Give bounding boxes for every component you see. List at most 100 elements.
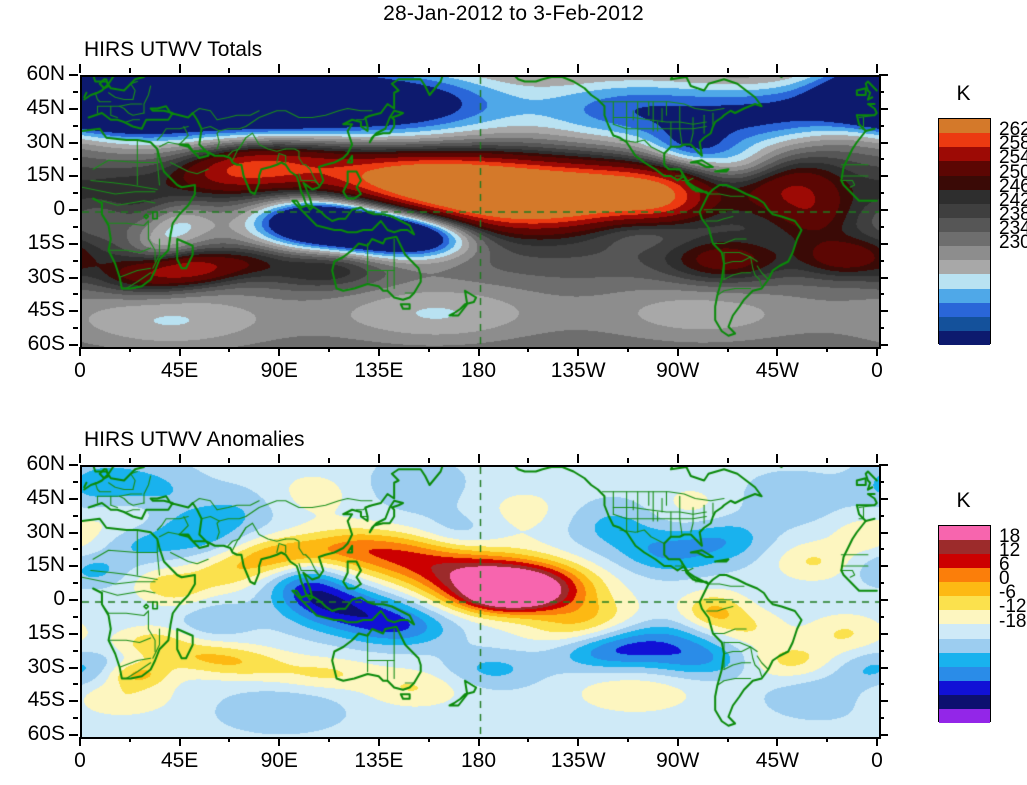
colorbar-band <box>939 133 990 148</box>
y-tick-major <box>69 632 78 635</box>
y-tick-major-right <box>879 74 888 76</box>
y-axis-tick-label: 45S <box>27 298 65 322</box>
y-tick-major <box>69 209 78 211</box>
x-tick-minor-top <box>826 68 829 73</box>
y-tick-major <box>69 74 78 76</box>
x-tick-major <box>278 347 281 356</box>
x-tick-minor-top <box>228 458 231 463</box>
y-tick-major <box>69 310 78 313</box>
x-tick-major <box>477 737 480 746</box>
y-tick-major <box>69 531 78 534</box>
x-axis-tick-label: 135W <box>550 749 606 772</box>
x-axis-tick-label: 135E <box>354 749 404 772</box>
x-tick-minor <box>626 347 629 352</box>
y-tick-major <box>69 464 78 466</box>
y-tick-minor <box>73 683 78 686</box>
y-tick-minor <box>73 615 78 618</box>
x-axis-tick-label: 135W <box>550 359 606 382</box>
x-axis-tick-label: 90W <box>656 359 700 382</box>
y-tick-major <box>69 599 78 601</box>
colorbar-band <box>939 189 990 204</box>
x-axis-tick-label: 90W <box>656 749 700 772</box>
colorbar-band <box>939 526 990 541</box>
y-axis-tick-label: 30N <box>26 519 65 543</box>
y-axis-tick-label: 30S <box>27 264 65 288</box>
colorbar-band <box>939 161 990 176</box>
y-axis-tick-label: 0 <box>53 197 65 220</box>
colorbar-band <box>939 554 990 569</box>
x-axis-tick-label: 135E <box>354 359 404 382</box>
colorbar-tick-label: 262 <box>999 119 1027 141</box>
x-tick-minor <box>128 737 131 742</box>
y-tick-major-right <box>879 464 888 466</box>
y-tick-major-right <box>879 209 888 211</box>
y-tick-minor <box>73 90 78 93</box>
x-axis-tick-label: 0 <box>871 749 883 772</box>
x-tick-major-top <box>676 64 679 73</box>
x-tick-major <box>178 737 181 746</box>
x-tick-minor-top <box>128 458 131 463</box>
y-tick-minor-right <box>879 327 884 330</box>
x-axis-tick-label: 0 <box>74 359 86 382</box>
colorbar-tick-label: 250 <box>999 161 1027 183</box>
colorbar-tick-label: -18 <box>999 610 1027 632</box>
x-tick-major <box>577 737 580 746</box>
y-tick-minor <box>73 158 78 161</box>
colorbar-band <box>939 175 990 190</box>
panel-title-totals: HIRS UTWV Totals <box>84 38 263 61</box>
x-tick-major <box>178 347 181 356</box>
y-tick-major-right <box>879 107 888 110</box>
x-tick-minor <box>328 347 331 352</box>
x-tick-minor <box>527 737 530 742</box>
x-tick-minor <box>228 737 231 742</box>
colorbar-tick-label: 6 <box>999 554 1010 576</box>
x-tick-major <box>278 737 281 746</box>
colorbar-band <box>939 302 990 317</box>
y-tick-minor <box>73 582 78 585</box>
x-tick-major-top <box>477 454 480 463</box>
y-axis-tick-label: 60N <box>26 62 65 85</box>
x-tick-major <box>676 737 679 746</box>
x-tick-minor-top <box>527 458 530 463</box>
figure-title: 28-Jan-2012 to 3-Feb-2012 <box>383 2 644 25</box>
y-axis-tick-label: 30S <box>27 654 65 678</box>
y-tick-minor-right <box>879 192 884 195</box>
x-tick-minor-top <box>427 68 430 73</box>
y-tick-major <box>69 700 78 703</box>
colorbar-band <box>939 638 990 653</box>
x-axis-tick-label: 45E <box>160 749 199 772</box>
y-tick-major-right <box>879 632 888 635</box>
y-tick-major-right <box>879 734 888 736</box>
y-tick-major <box>69 141 78 144</box>
y-axis-tick-label: 60N <box>26 452 65 475</box>
x-tick-major-top <box>377 64 380 73</box>
colorbar-band <box>939 540 990 555</box>
colorbar-tick-label: -6 <box>999 582 1016 604</box>
colorbar-tick-label: 246 <box>999 175 1027 197</box>
y-axis-tick-label: 45N <box>26 95 65 119</box>
x-axis-tick-label: 90E <box>260 359 298 382</box>
x-tick-minor-top <box>128 68 131 73</box>
x-tick-major <box>876 737 878 746</box>
y-tick-minor <box>73 480 78 483</box>
colorbar-band <box>939 694 990 709</box>
y-tick-minor-right <box>879 293 884 296</box>
y-tick-major <box>69 344 78 346</box>
x-tick-minor <box>826 737 829 742</box>
x-tick-minor-top <box>626 458 629 463</box>
x-tick-major <box>79 347 81 356</box>
colorbar-band <box>939 246 990 261</box>
y-tick-major-right <box>879 531 888 534</box>
colorbar-band <box>939 288 990 303</box>
x-tick-minor <box>626 737 629 742</box>
colorbar-unit-anomalies: K <box>956 489 971 512</box>
x-axis-tick-label: 0 <box>74 749 86 772</box>
x-tick-minor <box>128 347 131 352</box>
y-tick-major-right <box>879 242 888 245</box>
y-tick-minor-right <box>879 649 884 652</box>
colorbar-band <box>939 666 990 681</box>
x-tick-minor-top <box>826 458 829 463</box>
y-tick-minor <box>73 293 78 296</box>
y-tick-minor-right <box>879 582 884 585</box>
